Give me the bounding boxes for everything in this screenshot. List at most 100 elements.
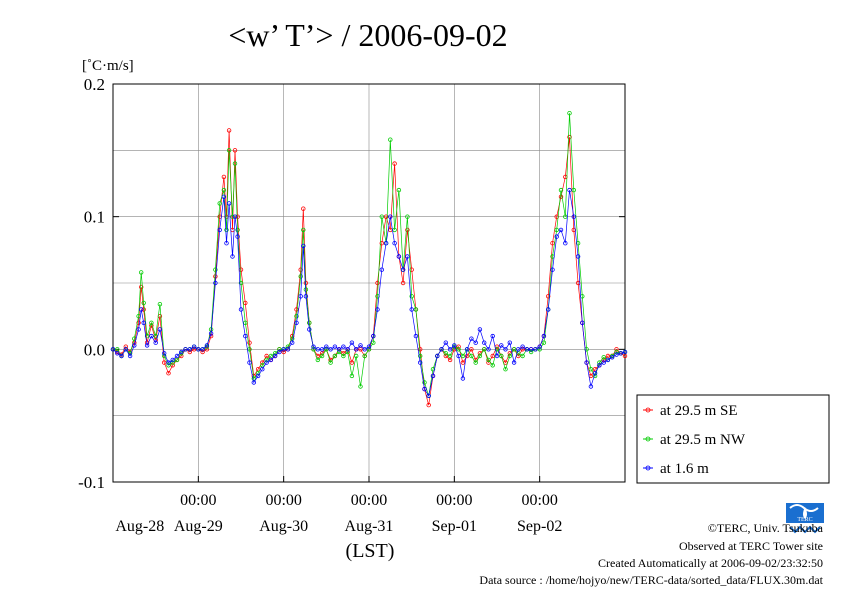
data-point xyxy=(618,351,623,356)
data-point xyxy=(469,336,474,341)
data-point xyxy=(200,347,205,352)
data-point xyxy=(520,353,525,359)
data-point xyxy=(221,174,227,180)
data-point xyxy=(328,360,333,365)
data-point xyxy=(324,347,329,352)
data-point xyxy=(221,194,227,199)
data-point xyxy=(409,267,414,272)
data-point xyxy=(183,347,188,352)
data-point xyxy=(349,340,355,345)
data-point xyxy=(383,214,389,219)
data-point xyxy=(388,137,393,142)
y-tick-label: 0.0 xyxy=(84,340,105,359)
data-point xyxy=(520,347,525,352)
data-point xyxy=(571,187,576,193)
data-point xyxy=(537,347,542,352)
data-point xyxy=(157,327,163,332)
data-point xyxy=(558,194,564,199)
y-tick-labels: 0.2 0.1 0.0 -0.1 xyxy=(78,75,625,492)
data-point xyxy=(349,360,355,365)
data-point xyxy=(567,110,572,116)
data-point xyxy=(447,347,453,352)
data-point xyxy=(379,240,384,246)
data-point xyxy=(170,357,175,363)
data-point xyxy=(439,347,444,352)
data-point xyxy=(157,302,163,307)
data-point xyxy=(447,353,453,359)
data-point xyxy=(597,363,602,368)
data-point xyxy=(622,353,628,359)
data-point xyxy=(379,267,384,272)
x-tick-date: Sep-02 xyxy=(517,518,562,535)
data-point xyxy=(605,357,611,363)
data-point xyxy=(311,344,316,349)
data-point xyxy=(179,349,184,355)
data-point xyxy=(486,357,491,363)
data-point xyxy=(422,380,427,385)
data-point xyxy=(264,360,269,365)
data-point xyxy=(247,360,252,365)
data-point xyxy=(358,384,363,389)
data-point xyxy=(362,347,367,352)
data-point xyxy=(166,371,171,376)
data-point xyxy=(332,344,338,349)
data-point xyxy=(336,349,342,355)
data-point xyxy=(272,351,278,356)
data-point xyxy=(260,367,265,372)
data-point xyxy=(537,344,542,349)
data-point xyxy=(482,347,487,352)
data-point xyxy=(490,353,495,359)
data-point xyxy=(115,351,120,356)
data-point xyxy=(503,367,508,372)
data-point xyxy=(567,134,572,140)
data-point xyxy=(230,214,235,219)
data-point xyxy=(575,254,581,259)
data-point xyxy=(161,360,167,365)
x-tick-time: 00:00 xyxy=(180,492,216,509)
legend-label: at 29.5 m NW xyxy=(660,432,746,448)
data-point xyxy=(332,353,338,359)
data-point xyxy=(413,333,419,339)
data-point xyxy=(499,353,504,359)
x-axis-label: (LST) xyxy=(346,540,395,562)
data-point xyxy=(563,240,568,246)
data-point xyxy=(473,340,478,345)
data-point xyxy=(622,349,628,355)
data-point xyxy=(469,347,474,352)
data-point xyxy=(528,347,534,352)
data-point xyxy=(435,353,440,359)
x-tick-date: Sep-01 xyxy=(432,518,477,535)
data-point xyxy=(366,344,372,349)
data-point xyxy=(375,280,380,286)
data-point xyxy=(303,294,309,299)
data-point xyxy=(277,347,282,352)
data-point xyxy=(546,307,551,312)
data-point xyxy=(301,206,306,211)
data-point xyxy=(528,349,534,355)
data-point xyxy=(550,267,555,272)
data-point xyxy=(575,240,581,246)
data-point xyxy=(141,320,146,325)
data-point xyxy=(161,353,167,359)
data-point xyxy=(477,327,483,332)
data-point xyxy=(311,347,316,352)
data-point xyxy=(541,333,547,339)
data-point xyxy=(405,254,410,259)
data-point xyxy=(396,254,402,259)
x-tick-date: Aug-29 xyxy=(174,518,223,535)
y-tick-label: -0.1 xyxy=(78,473,105,492)
x-tick-date: Aug-31 xyxy=(345,518,394,535)
data-point xyxy=(400,267,406,272)
data-point xyxy=(127,353,133,359)
data-point xyxy=(238,307,244,312)
data-point xyxy=(226,128,232,133)
data-point xyxy=(226,201,232,206)
data-point xyxy=(383,240,389,246)
data-point xyxy=(507,353,512,359)
data-point xyxy=(294,314,299,319)
data-point xyxy=(354,347,359,352)
series-group xyxy=(110,110,628,408)
data-point xyxy=(341,344,346,349)
data-point xyxy=(554,214,559,219)
data-point xyxy=(366,347,372,352)
